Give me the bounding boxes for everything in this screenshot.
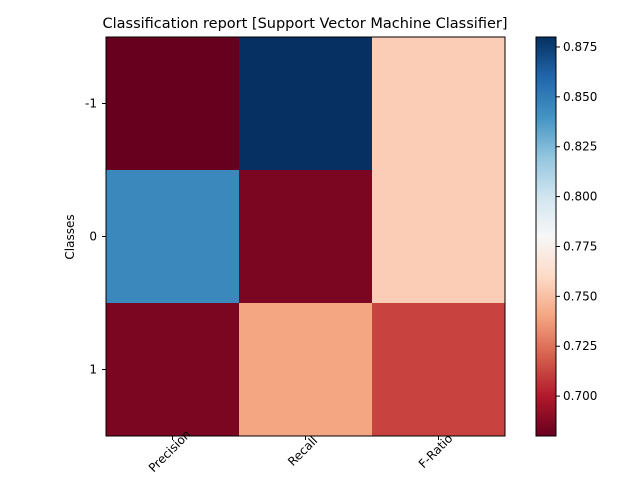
- y-axis-label: Classes: [63, 214, 77, 259]
- heatmap-cell: [106, 170, 240, 304]
- colorbar: [535, 36, 557, 437]
- y-tick-label: 0: [89, 230, 97, 244]
- heatmap-cell: [106, 303, 240, 437]
- y-tick-label: 1: [89, 363, 97, 377]
- colorbar-tick-label: 0.800: [563, 190, 597, 204]
- x-tick-label: Recall: [285, 434, 320, 469]
- colorbar-tick-label: 0.725: [563, 339, 597, 353]
- colorbar-ticks: 0.700 0.725 0.750 0.775 0.800 0.825 0.850 0.875: [556, 40, 597, 403]
- x-tick-label: F-Ratio: [416, 431, 456, 471]
- colorbar-tick-label: 0.825: [563, 140, 597, 154]
- heatmap-cell: [372, 37, 506, 171]
- colorbar-tick-label: 0.875: [563, 40, 597, 54]
- heatmap-cell: [106, 37, 240, 171]
- heatmap-cell: [239, 303, 373, 437]
- heatmap-cell: [239, 37, 373, 171]
- colorbar-tick-label: 0.700: [563, 389, 597, 403]
- chart-title: Classification report [Support Vector Ma…: [102, 16, 507, 32]
- y-axis-ticks: -1 0 1: [85, 97, 106, 377]
- heatmap-cells: [106, 37, 506, 437]
- colorbar-tick-label: 0.850: [563, 90, 597, 104]
- heatmap-cell: [372, 170, 506, 304]
- heatmap-cell: [239, 170, 373, 304]
- colorbar-tick-label: 0.750: [563, 289, 597, 303]
- colorbar-tick-label: 0.775: [563, 239, 597, 253]
- heatmap-cell: [372, 303, 506, 437]
- y-tick-label: -1: [85, 97, 97, 111]
